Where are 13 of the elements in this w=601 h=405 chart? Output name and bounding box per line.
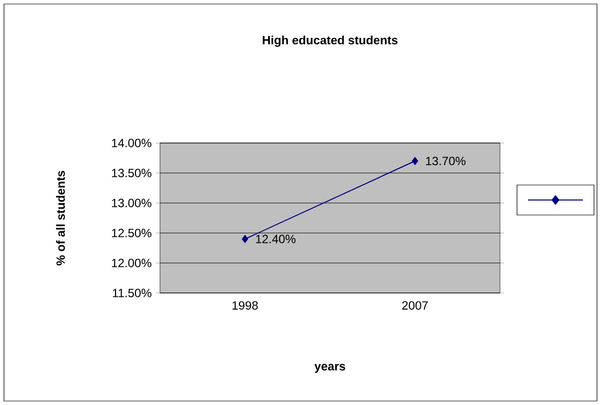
y-tick-label: 13.00% [112,198,152,208]
chart-title: High educated students [262,36,398,47]
y-axis-title: % of all students [56,170,65,266]
data-label: 13.70% [426,156,466,166]
x-axis-title: years [314,364,346,373]
data-label: 12.40% [256,234,296,244]
y-tick-label: 14.00% [112,138,152,148]
x-tick-label: 1998 [232,301,258,310]
y-tick-label: 12.50% [112,228,152,238]
y-tick-label: 12.00% [112,258,152,268]
x-tick-label: 2007 [402,301,428,310]
y-tick-label: 11.50% [112,288,152,298]
y-tick-label: 13.50% [112,168,152,178]
